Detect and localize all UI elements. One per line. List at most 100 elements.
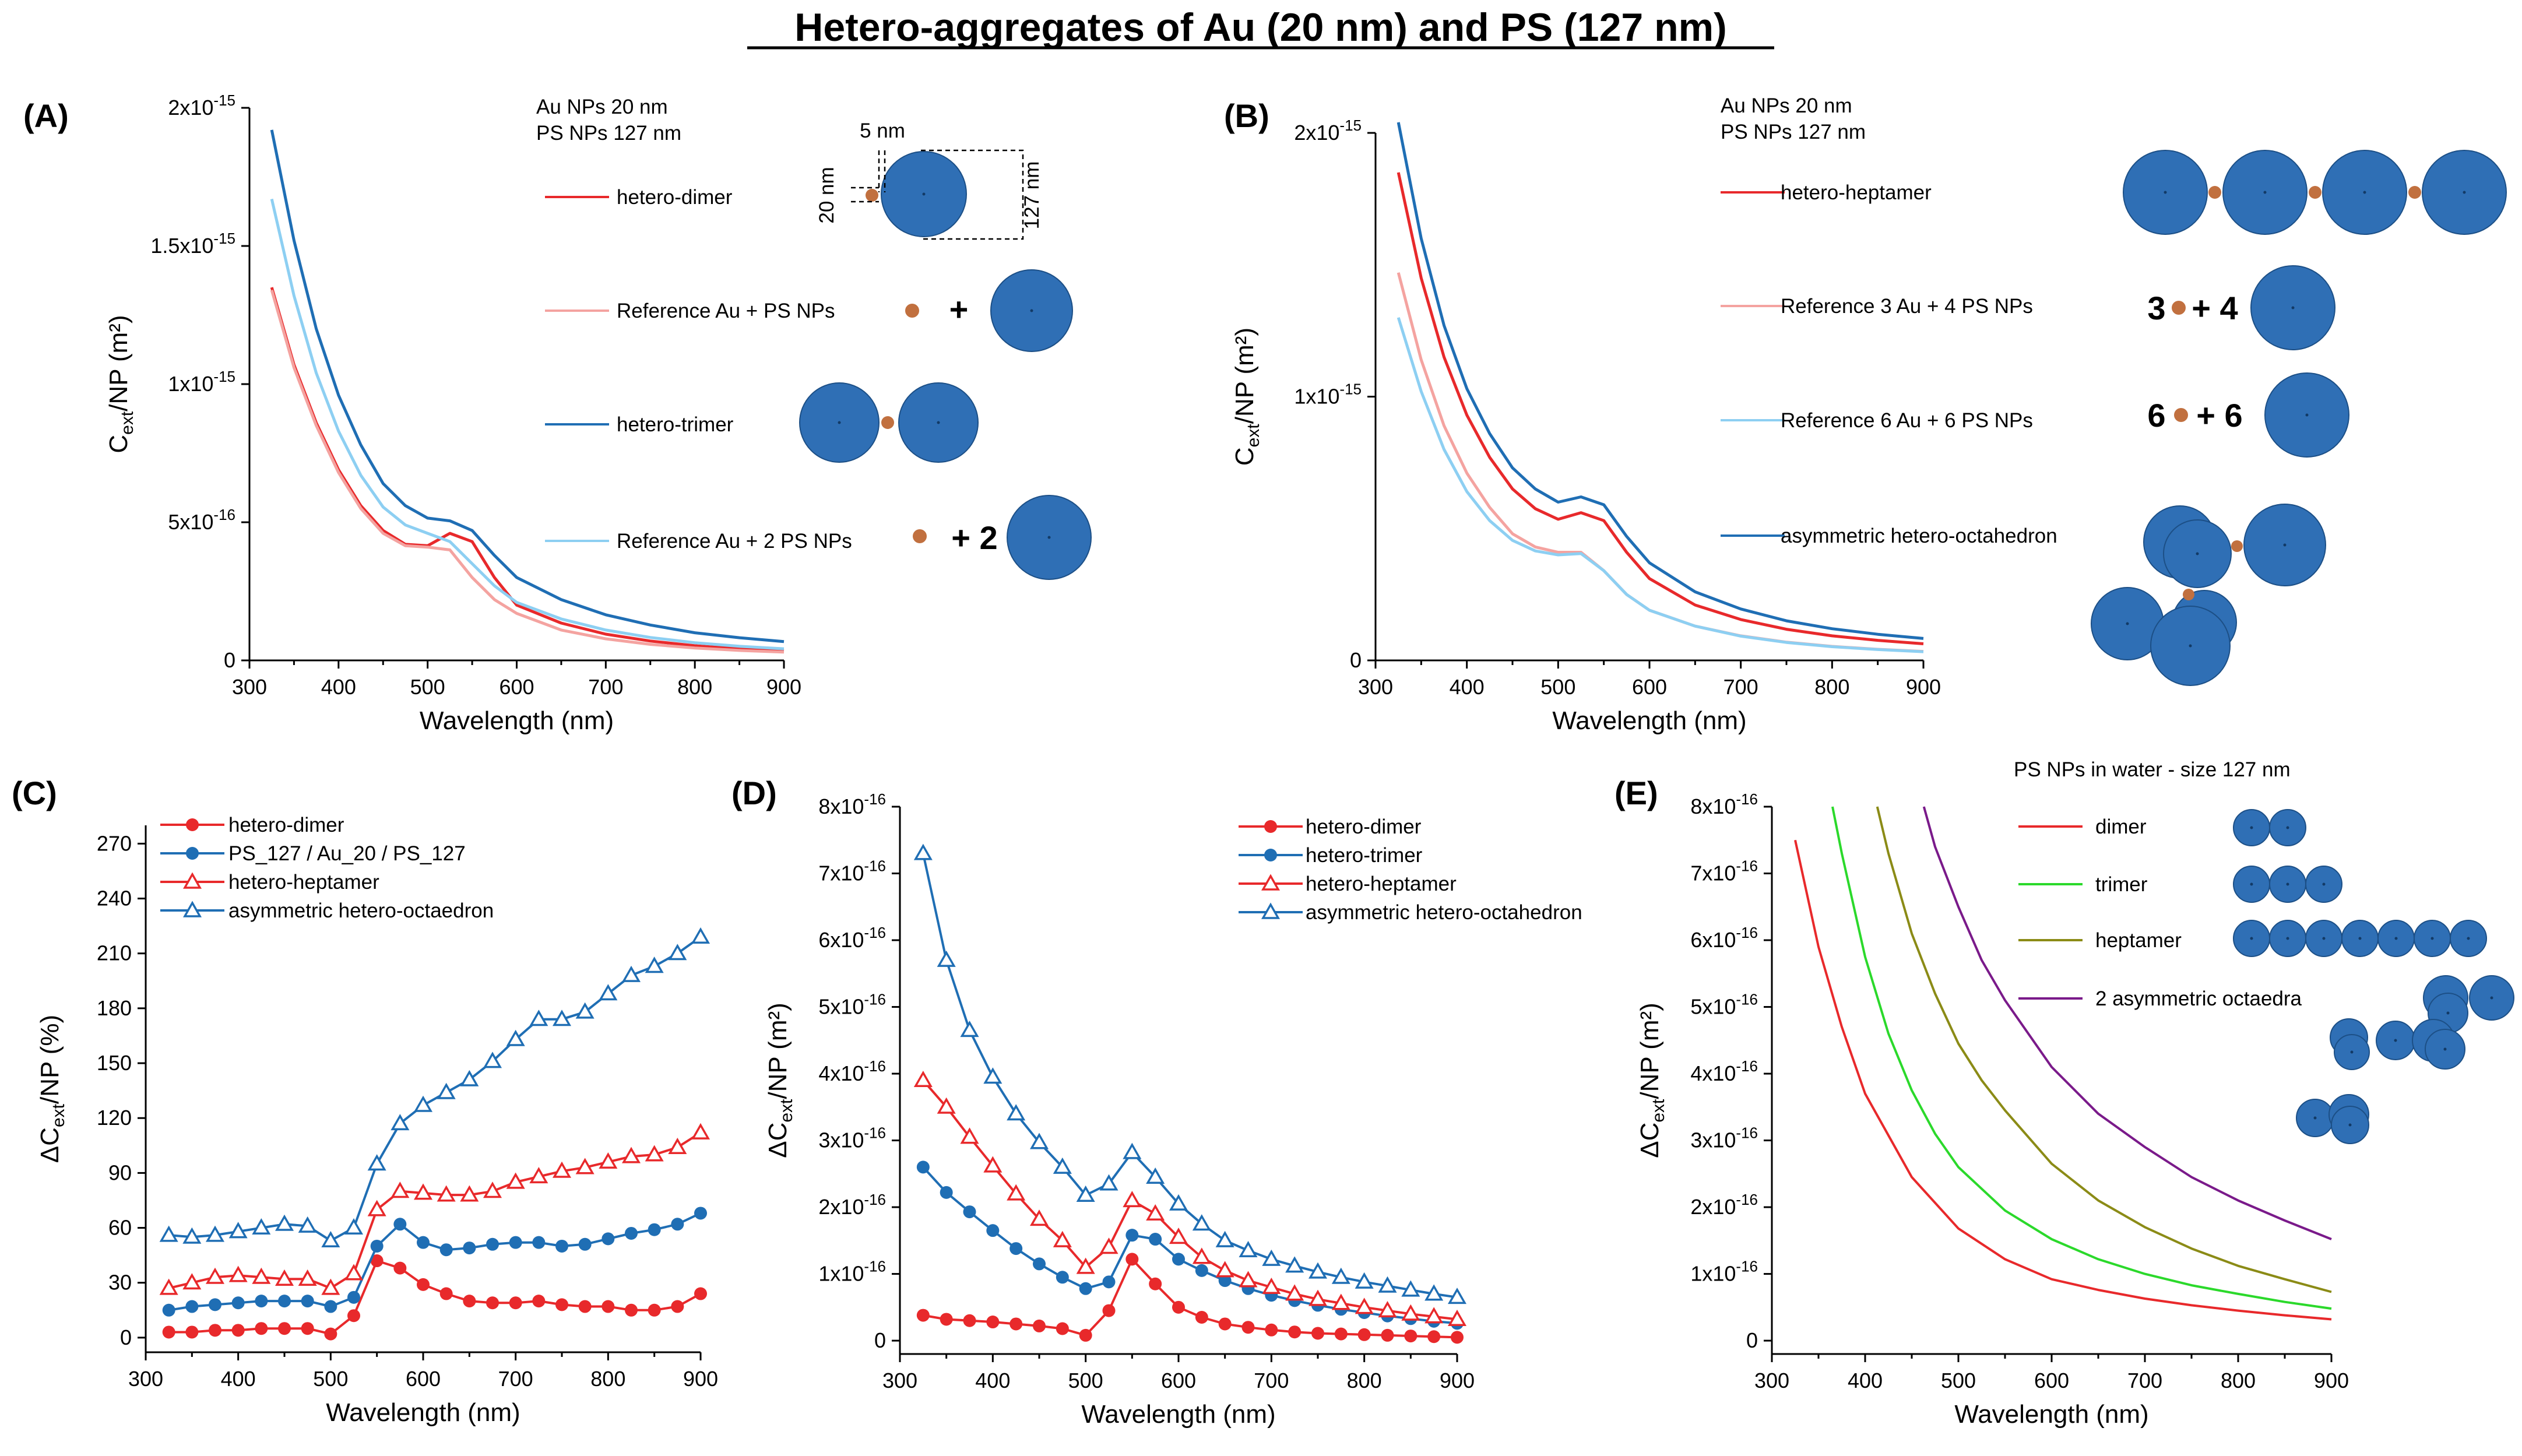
y-tick-mantissa: 2x10 <box>818 1195 864 1219</box>
data-point-marker <box>621 1146 641 1163</box>
ps-sphere-center <box>2394 937 2398 940</box>
series-hetero-dimer <box>270 287 785 652</box>
series-line <box>1876 806 2332 1293</box>
ps-sphere-center <box>2283 543 2287 547</box>
data-point-marker <box>1331 1267 1350 1284</box>
data-point-marker <box>1239 1240 1258 1258</box>
x-tick-label: 900 <box>683 1367 718 1391</box>
ps-sphere-center <box>2164 191 2167 194</box>
y-tick-label: 240 <box>97 887 132 910</box>
y-tick-mantissa: 7x10 <box>818 861 864 885</box>
y-tick-mantissa: 1x10 <box>168 372 213 396</box>
legend-marker <box>186 847 199 860</box>
y-tick-label: 5x10-16 <box>818 991 886 1019</box>
ps-sphere <box>2150 606 2231 686</box>
chart-panel-b: (B)300 400 500 600 700 800 90001x10-152x10-15W… <box>1224 97 1941 735</box>
series-hetero-dimer <box>916 1253 1464 1344</box>
ps-sphere-center <box>1030 309 1033 312</box>
legend-panel-c: hetero-dimer PS_127 / Au_20 / PS_127heter… <box>160 814 494 922</box>
y-tick-exponent: -15 <box>213 368 235 385</box>
y-tick-label: 2x10-15 <box>1294 117 1362 145</box>
data-point-marker <box>578 1300 592 1313</box>
data-point-marker <box>602 1232 615 1246</box>
y-tick-label: 1x10-16 <box>818 1258 886 1286</box>
y-tick-label: 1x10-15 <box>168 368 235 396</box>
y-axis-title: ΔCext/NP (m²) <box>1635 1003 1668 1158</box>
y-tick-mantissa: 30 <box>108 1271 132 1295</box>
panel-label: (B) <box>1224 97 1269 134</box>
ps-sphere-center <box>2196 552 2199 555</box>
chart-panel-e: (E)300 400 500 600 700 800 90001x10-162x10-163… <box>1614 775 2349 1429</box>
data-point-marker <box>509 1236 522 1249</box>
au-nanoparticle <box>2208 186 2221 199</box>
data-point-marker <box>483 1181 502 1198</box>
ps-sphere <box>2305 920 2342 957</box>
data-point-marker <box>413 1095 433 1112</box>
legend-label: asymmetric hetero-octahedron <box>1781 525 2057 547</box>
x-tick-label: 400 <box>975 1369 1010 1392</box>
data-point-marker <box>324 1327 337 1341</box>
data-point-marker <box>439 1287 453 1300</box>
x-tick-label: 900 <box>1440 1369 1475 1392</box>
data-point-marker <box>347 1309 360 1323</box>
data-point-marker <box>1079 1328 1092 1342</box>
legend-panel-a: Au NPs 20 nm PS NPs 127 nm hetero-dimer Ref… <box>536 96 1092 580</box>
y-tick-label: 7x10-16 <box>818 857 886 885</box>
data-point-marker <box>391 1181 410 1198</box>
series-dimer <box>1794 839 2332 1321</box>
data-point-marker <box>1056 1322 1069 1335</box>
ps-sphere <box>2305 866 2342 903</box>
info-line: Au NPs 20 nm <box>536 96 668 118</box>
ps-sphere-center <box>922 192 926 196</box>
ps-sphere-center <box>838 421 841 424</box>
legend-marker <box>186 818 199 831</box>
series-line <box>1397 122 1924 640</box>
y-tick-mantissa: 0 <box>120 1325 132 1349</box>
plus-sign: + <box>949 291 969 328</box>
ps-sphere-center <box>2286 882 2289 886</box>
y-tick-label: 4x10-16 <box>1690 1057 1758 1085</box>
data-point-marker <box>552 1010 572 1026</box>
y-tick-exponent: -16 <box>864 1191 886 1208</box>
legend-panel-e: PS NPs in water - size 127 nm dimer trimer… <box>2014 758 2514 1144</box>
y-tick-mantissa: 1x10 <box>1294 385 1339 409</box>
y-tick-mantissa: 2x10 <box>1690 1195 1736 1219</box>
plus-two-label: + 2 <box>951 519 997 556</box>
data-point-marker <box>205 1225 225 1242</box>
data-point-marker <box>252 1267 271 1284</box>
data-point-marker <box>437 1185 456 1202</box>
data-point-marker <box>529 1010 548 1026</box>
series-line <box>1397 172 1924 645</box>
data-point-marker <box>1262 1249 1281 1266</box>
data-point-marker <box>209 1298 221 1311</box>
y-axis-title-part: /NP (m²) <box>1635 1003 1664 1099</box>
y-axis-title-part: /NP (m²) <box>104 315 133 411</box>
data-point-marker <box>228 1265 248 1282</box>
y-tick-label: 4x10-16 <box>818 1057 886 1085</box>
y-tick-mantissa: 6x10 <box>1690 928 1736 952</box>
data-point-marker <box>417 1278 430 1291</box>
data-point-marker <box>463 1242 476 1255</box>
series-reference-au-ps-nps <box>270 290 785 654</box>
data-point-marker <box>231 1324 245 1337</box>
data-point-marker <box>694 1207 707 1220</box>
ps-sphere <box>2269 866 2306 903</box>
x-tick-label: 600 <box>1632 675 1667 699</box>
data-point-marker <box>1009 1317 1023 1331</box>
data-point-marker <box>460 1070 479 1086</box>
y-tick-exponent: -16 <box>864 991 886 1008</box>
ps-sphere <box>2469 975 2514 1021</box>
y-axis-title-part: /NP (%) <box>36 1015 64 1104</box>
data-point-marker <box>1102 1304 1116 1317</box>
data-point-marker <box>963 1205 976 1219</box>
y-tick-label: 7x10-16 <box>1690 857 1758 885</box>
y-tick-exponent: -16 <box>1736 924 1758 941</box>
y-tick-mantissa: 1x10 <box>1690 1262 1736 1286</box>
data-point-marker <box>937 1097 956 1114</box>
y-tick-label: 8x10-16 <box>1690 790 1758 818</box>
data-point-marker <box>983 1156 1003 1173</box>
data-point-marker <box>298 1216 317 1233</box>
data-point-marker <box>185 1325 199 1339</box>
y-tick-label: 0 <box>120 1325 132 1349</box>
x-tick-label: 800 <box>590 1367 625 1391</box>
